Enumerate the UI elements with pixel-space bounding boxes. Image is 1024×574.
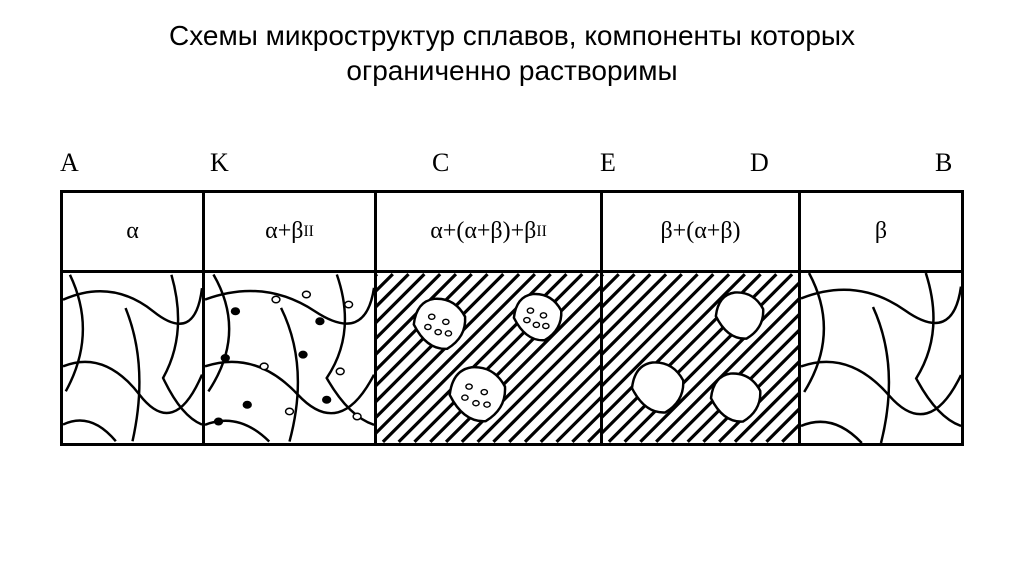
axis-label-k: K	[210, 148, 229, 178]
microstructure-2	[377, 273, 600, 443]
microstructure-4	[801, 273, 961, 443]
axis-label-c: C	[432, 148, 449, 178]
phase-label-1: α+βII	[205, 193, 374, 273]
axis-label-b: B	[935, 148, 952, 178]
phase-label-2: α+(α+β)+βII	[377, 193, 600, 273]
microstructure-1	[205, 273, 374, 443]
axis-label-d: D	[750, 148, 769, 178]
phase-label-0: α	[63, 193, 202, 273]
microstructure-0	[63, 273, 202, 443]
column-3: β+(α+β)	[603, 193, 801, 443]
title-line-1: Схемы микроструктур сплавов, компоненты …	[169, 20, 855, 51]
axis-label-e: E	[600, 148, 616, 178]
title-line-2: ограниченно растворимы	[346, 55, 677, 86]
diagram: A K C E D B α α+βII α+(α+β)+βIIβ+(α+β)β	[60, 140, 964, 446]
column-4: β	[801, 193, 961, 443]
microstructure-grid: α α+βII α+(α+β)+βIIβ+(α+β)β	[60, 190, 964, 446]
axis-label-a: A	[60, 148, 79, 178]
composition-axis-labels: AKCEDB	[60, 140, 964, 190]
page-title: Схемы микроструктур сплавов, компоненты …	[0, 0, 1024, 88]
column-2: α+(α+β)+βII	[377, 193, 603, 443]
phase-label-4: β	[801, 193, 961, 273]
microstructure-3	[603, 273, 798, 443]
column-0: α	[63, 193, 205, 443]
phase-label-3: β+(α+β)	[603, 193, 798, 273]
column-1: α+βII	[205, 193, 377, 443]
